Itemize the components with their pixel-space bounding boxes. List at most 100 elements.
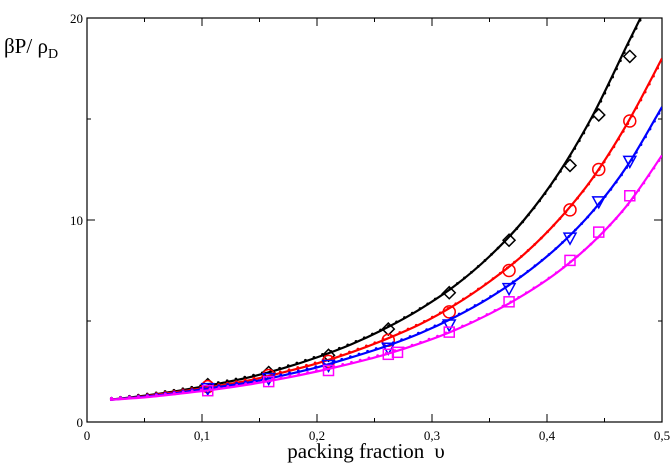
curve-dot — [485, 313, 489, 316]
curve-dot — [639, 143, 643, 147]
curve-dot — [634, 150, 638, 154]
curve-dot — [400, 338, 404, 342]
curve-dot — [622, 51, 626, 54]
curve-dot — [589, 242, 593, 246]
curve-dot — [419, 340, 422, 344]
series-square — [109, 154, 662, 401]
x-tick-label: 0,5 — [654, 428, 670, 443]
plot-frame — [86, 17, 663, 423]
y-axis-label-main: βP/ ρ — [4, 34, 48, 58]
curve-dot — [287, 368, 291, 372]
data-point-triangle-down — [591, 196, 607, 210]
curve-dot — [463, 276, 466, 280]
curve-dot — [417, 331, 420, 335]
curve-dot — [430, 315, 434, 319]
curve-dot — [398, 331, 402, 334]
data-point-square — [593, 226, 605, 238]
curve-dot — [569, 260, 572, 264]
curve-dot — [520, 255, 523, 258]
curve-dot — [639, 98, 643, 102]
curve-dot — [647, 174, 651, 177]
x-axis-label: packing fraction υ — [0, 439, 672, 464]
curve-dot — [591, 115, 594, 119]
curve-dot — [252, 378, 256, 382]
curve-dot — [559, 170, 562, 173]
curve-dot — [296, 369, 300, 373]
curve-dot — [477, 287, 480, 291]
curve-dot — [573, 147, 577, 150]
curve-dot — [454, 302, 458, 306]
x-tick-label: 0,2 — [309, 428, 325, 443]
curve-dot — [630, 35, 634, 38]
curve-dot — [379, 328, 382, 332]
curve-dot — [483, 259, 487, 262]
curve-dot — [554, 271, 558, 275]
curve-dot — [364, 344, 368, 348]
curve-dot — [647, 3, 650, 6]
curve-dot — [608, 223, 612, 227]
curve-dot — [226, 385, 230, 388]
curve-dot — [538, 199, 542, 203]
curve-dot — [304, 358, 307, 362]
curve-dot — [444, 331, 448, 335]
curve-dot — [418, 307, 422, 310]
curve-dot — [278, 366, 282, 370]
series-diamond — [109, 3, 650, 401]
curve-dot — [657, 159, 661, 162]
y-axis-label: βP/ ρD — [4, 34, 58, 63]
curve-dot — [630, 158, 633, 162]
curve-dot — [367, 356, 371, 360]
curve-dot — [286, 364, 290, 368]
curve-dot — [581, 189, 585, 193]
curve-dot — [526, 269, 530, 273]
curve-dot — [243, 375, 247, 379]
curve-dot — [410, 311, 414, 315]
data-point-square — [624, 190, 636, 202]
data-point-diamond — [562, 158, 578, 173]
curve-dot — [652, 74, 655, 78]
data-point-square — [262, 375, 275, 388]
curve-dot — [618, 59, 622, 63]
curve-dot — [660, 58, 662, 62]
curve-dot — [427, 337, 431, 341]
curve-dot — [288, 371, 291, 375]
x-axis-label-text: packing fraction — [287, 439, 425, 463]
data-point-square — [382, 348, 395, 361]
curve-dot — [154, 393, 158, 397]
curve-dot — [315, 369, 318, 372]
curve-dot — [425, 328, 429, 331]
curve-dot — [253, 380, 256, 384]
curve-dot — [493, 308, 497, 312]
curve-dot — [137, 395, 140, 398]
curve-dot — [358, 358, 362, 362]
curve-dot — [592, 208, 596, 212]
curve-dot — [181, 390, 185, 394]
curve-dot — [146, 394, 149, 398]
curve-dot — [216, 381, 220, 384]
curve-dot — [547, 253, 551, 256]
curve-dot — [469, 292, 473, 296]
curve-dot — [498, 271, 502, 275]
data-point-circle — [502, 263, 516, 278]
curve-dot — [517, 295, 521, 299]
curve-dot — [337, 346, 341, 350]
curve-dot — [540, 258, 544, 262]
curve-dot — [208, 387, 212, 391]
curve-dot — [244, 382, 248, 386]
curve-dot — [573, 228, 577, 232]
curve-dot — [582, 248, 586, 252]
curve-dot — [643, 11, 646, 14]
curve-dot — [312, 356, 316, 359]
curve-dot — [635, 106, 639, 110]
curve-dot — [426, 302, 430, 306]
curve-dot — [414, 323, 418, 327]
curve-dot — [496, 246, 500, 250]
curve-dot — [576, 196, 579, 200]
data-point-square — [443, 326, 455, 338]
curve-dot — [511, 280, 515, 284]
curve-dot — [562, 265, 565, 269]
curve-dot — [408, 335, 412, 338]
x-tick-label: 0,3 — [424, 428, 440, 443]
curve-dot — [462, 297, 465, 301]
data-point-triangle-down — [501, 282, 517, 297]
